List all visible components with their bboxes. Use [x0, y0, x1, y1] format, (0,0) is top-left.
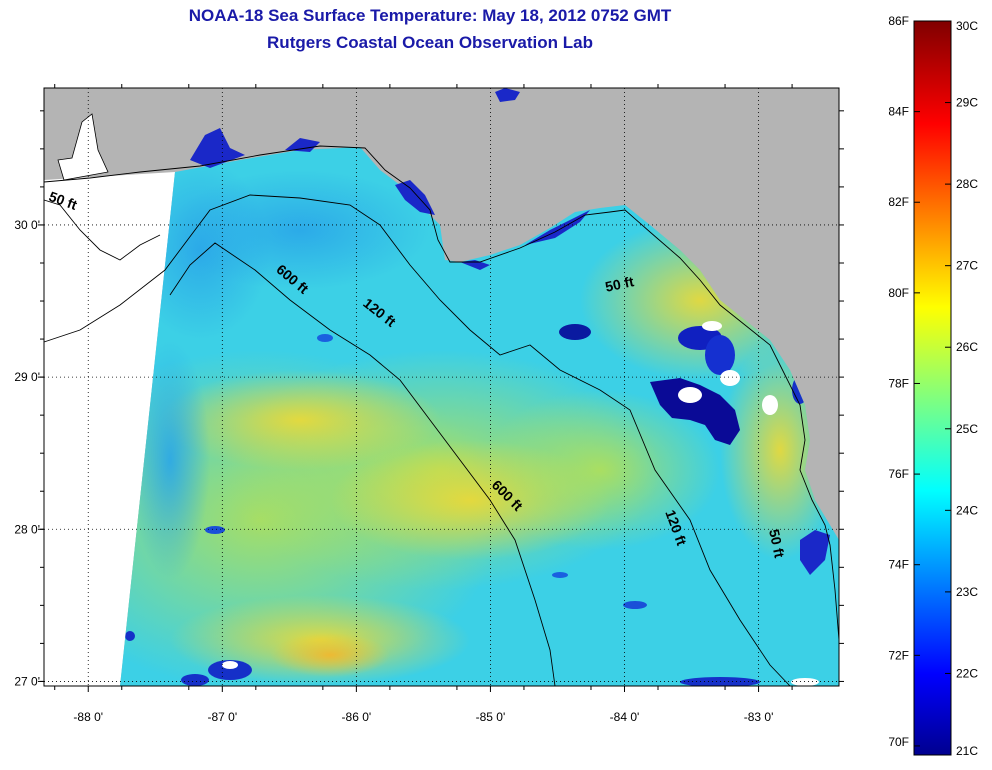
- colorbar-f-label: 74F: [888, 558, 909, 572]
- lon-tick-label: -88 0': [73, 710, 103, 724]
- colorbar-c-label: 26C: [956, 340, 978, 354]
- colorbar-c-label: 27C: [956, 259, 978, 273]
- axis-ticks: -88 0' -87 0' -86 0' -85 0' -84 0' -83 0' 30 0…: [14, 84, 844, 724]
- depth-contours: [43, 145, 840, 687]
- colorbar-f-label: 84F: [888, 105, 909, 119]
- contour-50ft: [43, 145, 840, 641]
- map-title: NOAA-18 Sea Surface Temperature: May 18,…: [188, 6, 672, 25]
- map-subtitle: Rutgers Coastal Ocean Observation Lab: [267, 33, 593, 52]
- lon-tick-label: -83 0': [744, 710, 774, 724]
- gridlines: [44, 88, 839, 686]
- lat-tick-label: 27 0': [14, 674, 40, 688]
- no-data-region: [44, 172, 175, 686]
- colorbar-c-label: 29C: [956, 96, 978, 110]
- colorbar-f-label: 76F: [888, 467, 909, 481]
- cold-patch: [650, 378, 740, 445]
- lon-tick-label: -87 0': [207, 710, 237, 724]
- lat-tick-label: 28 0': [14, 522, 40, 536]
- colorbar-c-label: 25C: [956, 422, 978, 436]
- colorbar: [913, 20, 952, 756]
- mobile-bay-land: [44, 88, 175, 172]
- lat-tick-label: 29 0': [14, 370, 40, 384]
- colorbar-f-label: 72F: [888, 648, 909, 662]
- contour-label: 50 ft: [604, 273, 636, 295]
- lon-tick-label: -86 0': [342, 710, 372, 724]
- colorbar-c-label: 24C: [956, 503, 978, 517]
- contour-label: 50 ft: [766, 528, 788, 560]
- colorbar-c-label: 23C: [956, 585, 978, 599]
- nw-coastline: [43, 199, 161, 261]
- lat-tick-label: 30 0': [14, 218, 40, 232]
- map-frame: [43, 87, 840, 687]
- colorbar-c-label: 28C: [956, 177, 978, 191]
- colorbar-c-label: 30C: [956, 19, 978, 33]
- colorbar-f-label: 86F: [888, 14, 909, 28]
- colorbar-f-label: 70F: [888, 735, 909, 749]
- colorbar-c-label: 21C: [956, 744, 978, 758]
- colorbar-f-label: 78F: [888, 376, 909, 390]
- colorbar-f-label: 82F: [888, 195, 909, 209]
- colorbar-labels: 30C 29C 28C 27C 26C 25C 24C 23C 22C 21C 86F 84F 82F 8…: [888, 14, 978, 758]
- lon-tick-label: -84 0': [610, 710, 640, 724]
- mobile-bay-white: [57, 113, 109, 181]
- contour-600ft: [169, 242, 556, 687]
- colorbar-f-label: 80F: [888, 286, 909, 300]
- coastal-cold-fringe: [190, 88, 830, 575]
- contour-120ft: [43, 194, 791, 687]
- colorbar-c-label: 22C: [956, 666, 978, 680]
- lon-tick-label: -85 0': [476, 710, 506, 724]
